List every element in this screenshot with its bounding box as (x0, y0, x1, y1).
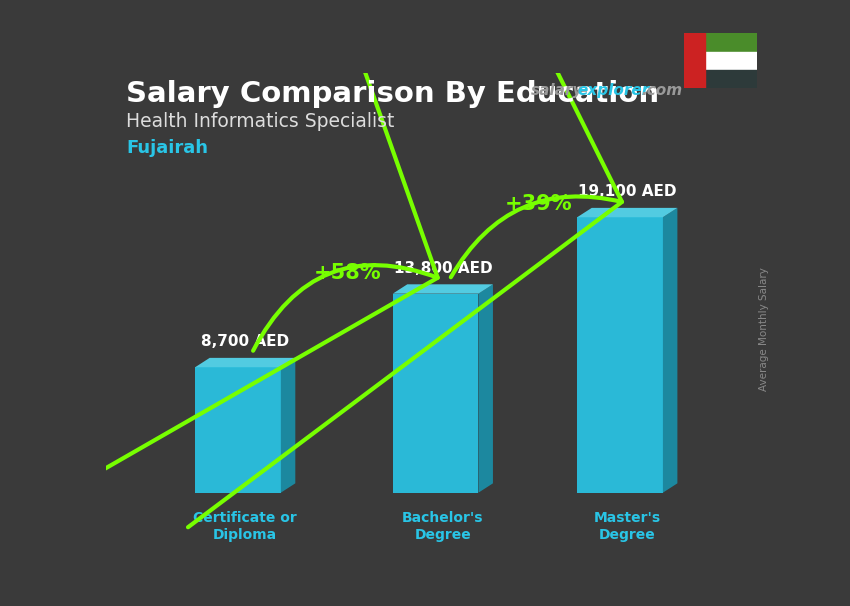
Polygon shape (393, 284, 493, 294)
Bar (684, 33, 705, 88)
FancyArrowPatch shape (188, 0, 622, 527)
Text: Bachelor's
Degree: Bachelor's Degree (402, 511, 484, 542)
Polygon shape (577, 208, 677, 217)
Bar (684, 52, 756, 70)
Polygon shape (479, 284, 493, 493)
Polygon shape (393, 294, 479, 493)
Text: Certificate or
Diploma: Certificate or Diploma (193, 511, 298, 542)
Bar (684, 70, 756, 88)
Text: salary: salary (531, 83, 583, 98)
Text: Health Informatics Specialist: Health Informatics Specialist (126, 112, 394, 132)
Polygon shape (663, 208, 677, 493)
Polygon shape (577, 217, 663, 493)
Text: +39%: +39% (505, 193, 572, 213)
Polygon shape (280, 358, 295, 493)
Polygon shape (196, 358, 295, 367)
Text: explorer: explorer (578, 83, 650, 98)
Bar (684, 33, 756, 52)
Text: Average Monthly Salary: Average Monthly Salary (759, 267, 768, 391)
Text: Fujairah: Fujairah (126, 139, 208, 157)
Text: 13,800 AED: 13,800 AED (394, 261, 492, 276)
Text: Salary Comparison By Education: Salary Comparison By Education (126, 80, 659, 108)
FancyArrowPatch shape (0, 0, 438, 548)
Text: +58%: +58% (314, 264, 381, 284)
Polygon shape (196, 367, 280, 493)
Text: .com: .com (641, 83, 683, 98)
Text: Master's
Degree: Master's Degree (594, 511, 661, 542)
Text: 8,700 AED: 8,700 AED (201, 335, 289, 350)
Text: 19,100 AED: 19,100 AED (578, 184, 677, 199)
